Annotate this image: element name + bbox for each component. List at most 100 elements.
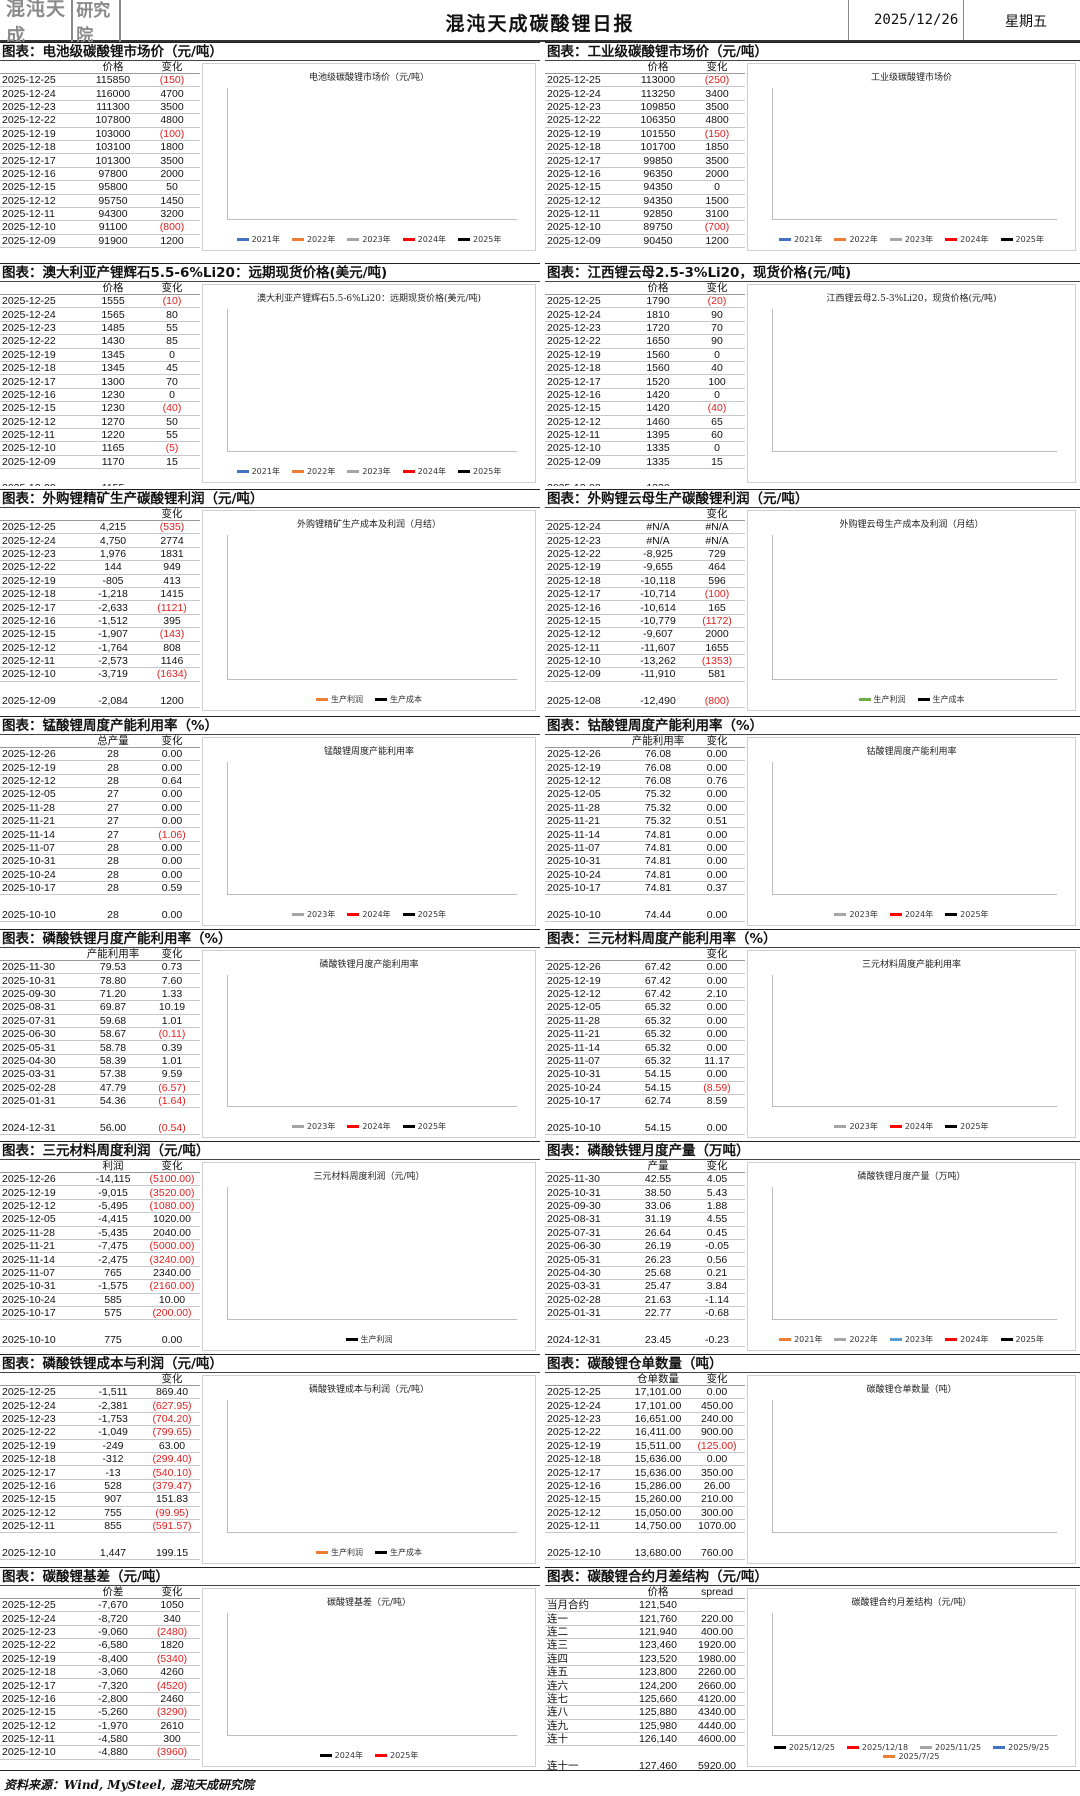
table-row: 2025-12-23 1,976 1831 [0,547,200,562]
row-date: 2025-12-26 [545,960,627,975]
row-date: 2025-12-05 [545,1000,627,1015]
row-value: -8,400 [82,1652,144,1666]
row-value [82,469,144,482]
legend-swatch [291,913,304,916]
row-change: 949 [144,560,200,575]
table-row: 2025-12-19 67.42 0.00 [545,973,745,988]
table-row [545,1108,745,1121]
row-value: 78.80 [82,973,144,988]
row-date [0,1759,82,1770]
row-change: 1850 [689,140,745,155]
row-value: -2,084 [82,694,144,709]
table-row: 2024-12-31 23.45 -0.23 [545,1333,745,1348]
legend-item: 2025年 [402,910,446,919]
row-date: 2025-12-22 [0,1638,82,1653]
row-change: 0.73 [144,960,200,975]
row-value: 4,215 [82,520,144,535]
legend-item: 2025年 [458,235,501,244]
table-row: 连八 125,880 4340.00 [545,1705,745,1720]
row-value: 79.53 [82,960,144,975]
chart-plot-area [772,88,1057,220]
row-value: 1430 [82,334,144,349]
row-change: (535) [144,520,200,535]
row-change: 0.56 [689,1252,745,1267]
row-date: 2025-12-23 [0,1412,82,1427]
chart-title: 三元材料周度利润（元/吨） [313,1172,425,1182]
table-row [545,708,745,714]
row-value: 58.39 [82,1054,144,1069]
row-date: 连九 [545,1719,627,1733]
row-date [0,469,82,482]
panel-title: 图表：碳酸锂仓单数量（吨） [545,1355,1080,1373]
table-row: 连十一 127,460 5920.00 [545,1759,745,1770]
row-date: 2025-10-31 [545,1185,627,1200]
row-change: 1655 [689,641,745,655]
panel-title: 图表：三元材料周度利润（元/吨） [0,1142,540,1160]
row-value: 1790 [627,294,689,309]
table-row: 连四 123,520 1980.00 [545,1652,745,1666]
chart-legend: 2025/12/25 2025/12/18 2025/11/25 2025/9/25 2… [748,1743,1075,1761]
column-header: 仓单数量 [627,1373,689,1386]
row-value [82,1320,144,1333]
panel-title: 图表：磷酸铁锂成本与利润（元/吨） [0,1355,540,1373]
row-change: 0.21 [689,1266,745,1281]
row-date: 2025-12-12 [545,194,627,208]
row-change: (125.00) [689,1439,745,1453]
row-change: (6.57) [144,1081,200,1095]
table-row: 2025-10-31 -1,575 (2160.00) [0,1279,200,1294]
row-change: 0.00 [144,868,200,882]
table-row: 2025-12-12 67.42 2.10 [545,987,745,1002]
row-change: (627.95) [144,1398,200,1413]
row-value: 17,101.00 [627,1398,689,1413]
row-date: 2025-11-14 [0,1252,82,1267]
row-value: -4,880 [82,1745,144,1760]
table-row: 2025-12-11 -11,607 1655 [545,641,745,655]
row-date: 2025-12-24 [0,533,82,548]
row-value: 76.08 [627,747,689,762]
panel-title: 图表：电池级碳酸锂市场价（元/吨） [0,43,540,61]
row-date: 2025-12-16 [545,600,627,615]
table-row: 2025-12-19 28 0.00 [0,760,200,775]
row-date: 2025-12-17 [545,374,627,389]
row-change: (1634) [144,667,200,682]
row-date: 连一 [545,1611,627,1626]
table-row: 2025-12-05 27 0.00 [0,787,200,802]
table-row: 2025-11-28 -5,435 2040.00 [0,1226,200,1240]
row-value: 54.15 [627,1067,689,1082]
panel-p8: 图表：钴酸锂周度产能利用率（%） 产能利用率 变化 2025-12-26 76.08 0.… [545,716,1080,929]
row-date: 2025-12-12 [545,987,627,1002]
chart-plot-area [772,535,1057,680]
row-date: 2025-12-12 [0,194,82,208]
table-row: 2025-12-19 1345 0 [0,348,200,362]
panel-p6: 图表：外购锂云母生产碳酸锂利润（元/吨） 变化 2025-12-24 #N/A #N/A… [545,489,1080,714]
legend-swatch [779,238,792,241]
panel-title: 图表：磷酸铁锂月度产量（万吨） [545,1142,1080,1160]
panel-p16: 图表：碳酸锂合约月差结构（元/吨） 价格 spread 当月合约 121,540 连一 12… [545,1567,1080,1770]
row-value: 54.15 [627,1121,689,1136]
row-date: 连五 [545,1665,627,1680]
table-row: 2025-03-31 57.38 9.59 [0,1067,200,1082]
table-row: 2025-10-24 54.15 (8.59) [545,1081,745,1095]
row-change: 4120.00 [689,1692,745,1707]
table-row: 2025-12-05 -4,415 1020.00 [0,1212,200,1227]
row-change: -0.05 [689,1239,745,1254]
table-row [0,469,200,482]
legend-label: 2025年 [1015,235,1044,244]
row-value [627,1108,689,1121]
table-row: 2025-10-17 74.81 0.37 [545,881,745,896]
row-change [689,1560,745,1567]
row-change: 1.88 [689,1199,745,1214]
row-value: 1165 [82,441,144,456]
row-date: 2025-12-22 [545,113,627,128]
row-value: 14,750.00 [627,1519,689,1534]
row-value: 75.32 [627,814,689,829]
row-date [0,681,82,694]
row-change: (299.40) [144,1452,200,1467]
table-row [0,708,200,714]
table-row [0,922,200,929]
legend-swatch [889,1338,902,1341]
row-value: 75.32 [627,787,689,802]
table-row: 2025-12-09 90450 1200 [545,234,745,249]
row-change: (3960) [144,1745,200,1760]
table-row: 2025-12-25 1790 (20) [545,294,745,309]
